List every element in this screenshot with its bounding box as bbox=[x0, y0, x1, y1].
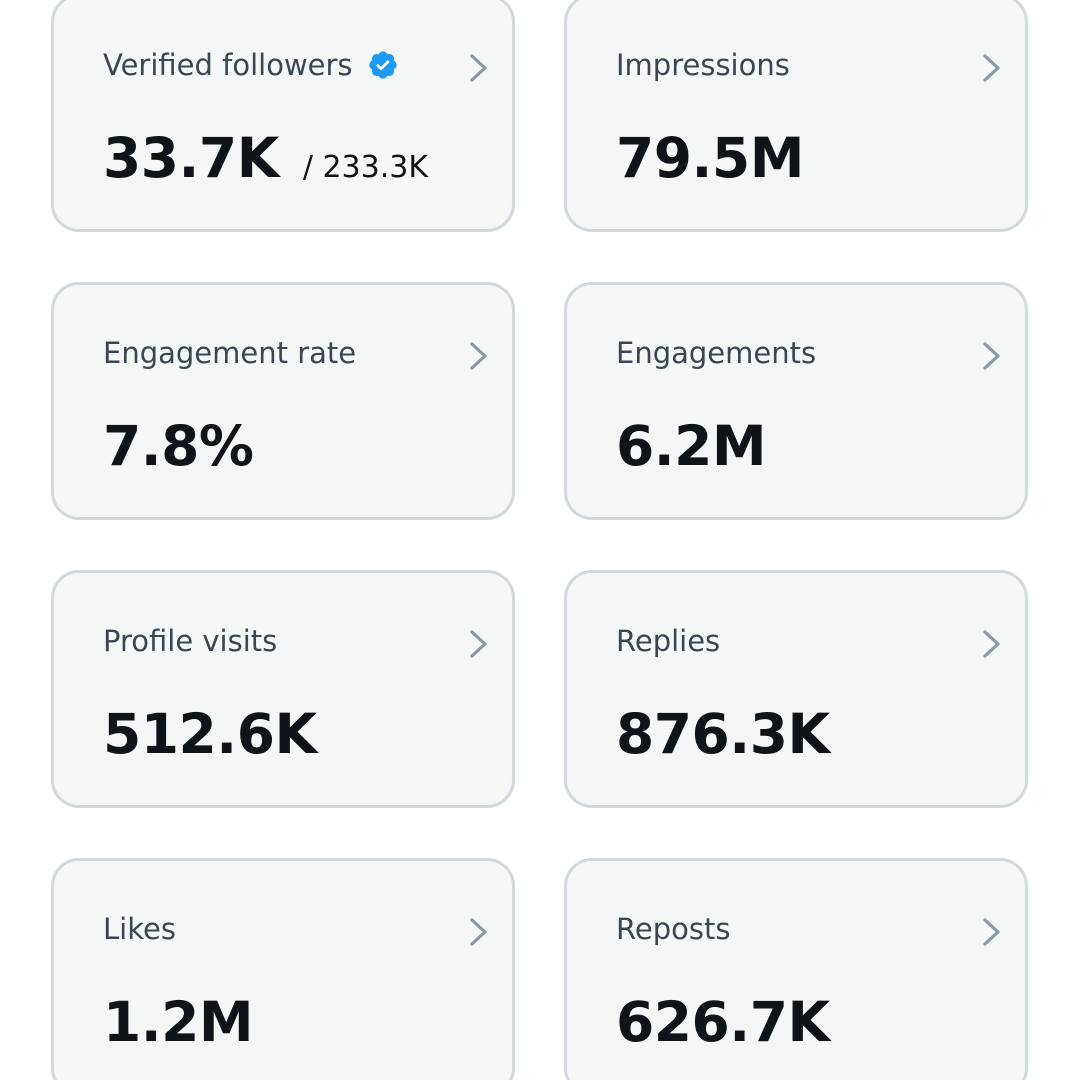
metric-label: Engagements bbox=[616, 336, 817, 370]
metric-value: 626.7K bbox=[616, 990, 830, 1054]
metric-label: Verified followers bbox=[103, 48, 353, 82]
chevron-right-icon bbox=[983, 918, 1000, 946]
chevron-right-icon bbox=[470, 630, 487, 658]
metric-card-engagements[interactable]: Engagements 6.2M bbox=[564, 282, 1028, 520]
metric-card-profile-visits[interactable]: Profile visits 512.6K bbox=[51, 570, 515, 808]
metric-value: 33.7K bbox=[103, 126, 279, 190]
metric-value: 1.2M bbox=[103, 990, 254, 1054]
metric-value: 6.2M bbox=[616, 414, 767, 478]
metric-value: 512.6K bbox=[103, 702, 317, 766]
metric-total: / 233.3K bbox=[302, 150, 429, 185]
metric-label: Likes bbox=[103, 912, 176, 946]
chevron-right-icon bbox=[983, 342, 1000, 370]
chevron-right-icon bbox=[470, 54, 487, 82]
metric-card-verified-followers[interactable]: Verified followers 33.7K / 233.3K bbox=[51, 0, 515, 232]
metric-label: Engagement rate bbox=[103, 336, 357, 370]
metric-card-impressions[interactable]: Impressions 79.5M bbox=[564, 0, 1028, 232]
metric-card-engagement-rate[interactable]: Engagement rate 7.8% bbox=[51, 282, 515, 520]
chevron-right-icon bbox=[470, 918, 487, 946]
metric-value: 876.3K bbox=[616, 702, 830, 766]
metric-label: Reposts bbox=[616, 912, 731, 946]
metric-card-replies[interactable]: Replies 876.3K bbox=[564, 570, 1028, 808]
verified-badge-icon bbox=[368, 51, 397, 79]
metric-label: Replies bbox=[616, 624, 721, 658]
chevron-right-icon bbox=[470, 342, 487, 370]
chevron-right-icon bbox=[983, 630, 1000, 658]
chevron-right-icon bbox=[983, 54, 1000, 82]
metric-label-wrap: Verified followers bbox=[103, 47, 399, 83]
metric-label: Profile visits bbox=[103, 624, 278, 658]
metric-value: 7.8% bbox=[103, 414, 254, 478]
metric-card-likes[interactable]: Likes 1.2M bbox=[51, 858, 515, 1080]
metric-label: Impressions bbox=[616, 48, 790, 82]
metric-value-wrap: 33.7K / 233.3K bbox=[103, 125, 428, 201]
metric-value: 79.5M bbox=[616, 126, 804, 190]
metric-card-reposts[interactable]: Reposts 626.7K bbox=[564, 858, 1028, 1080]
